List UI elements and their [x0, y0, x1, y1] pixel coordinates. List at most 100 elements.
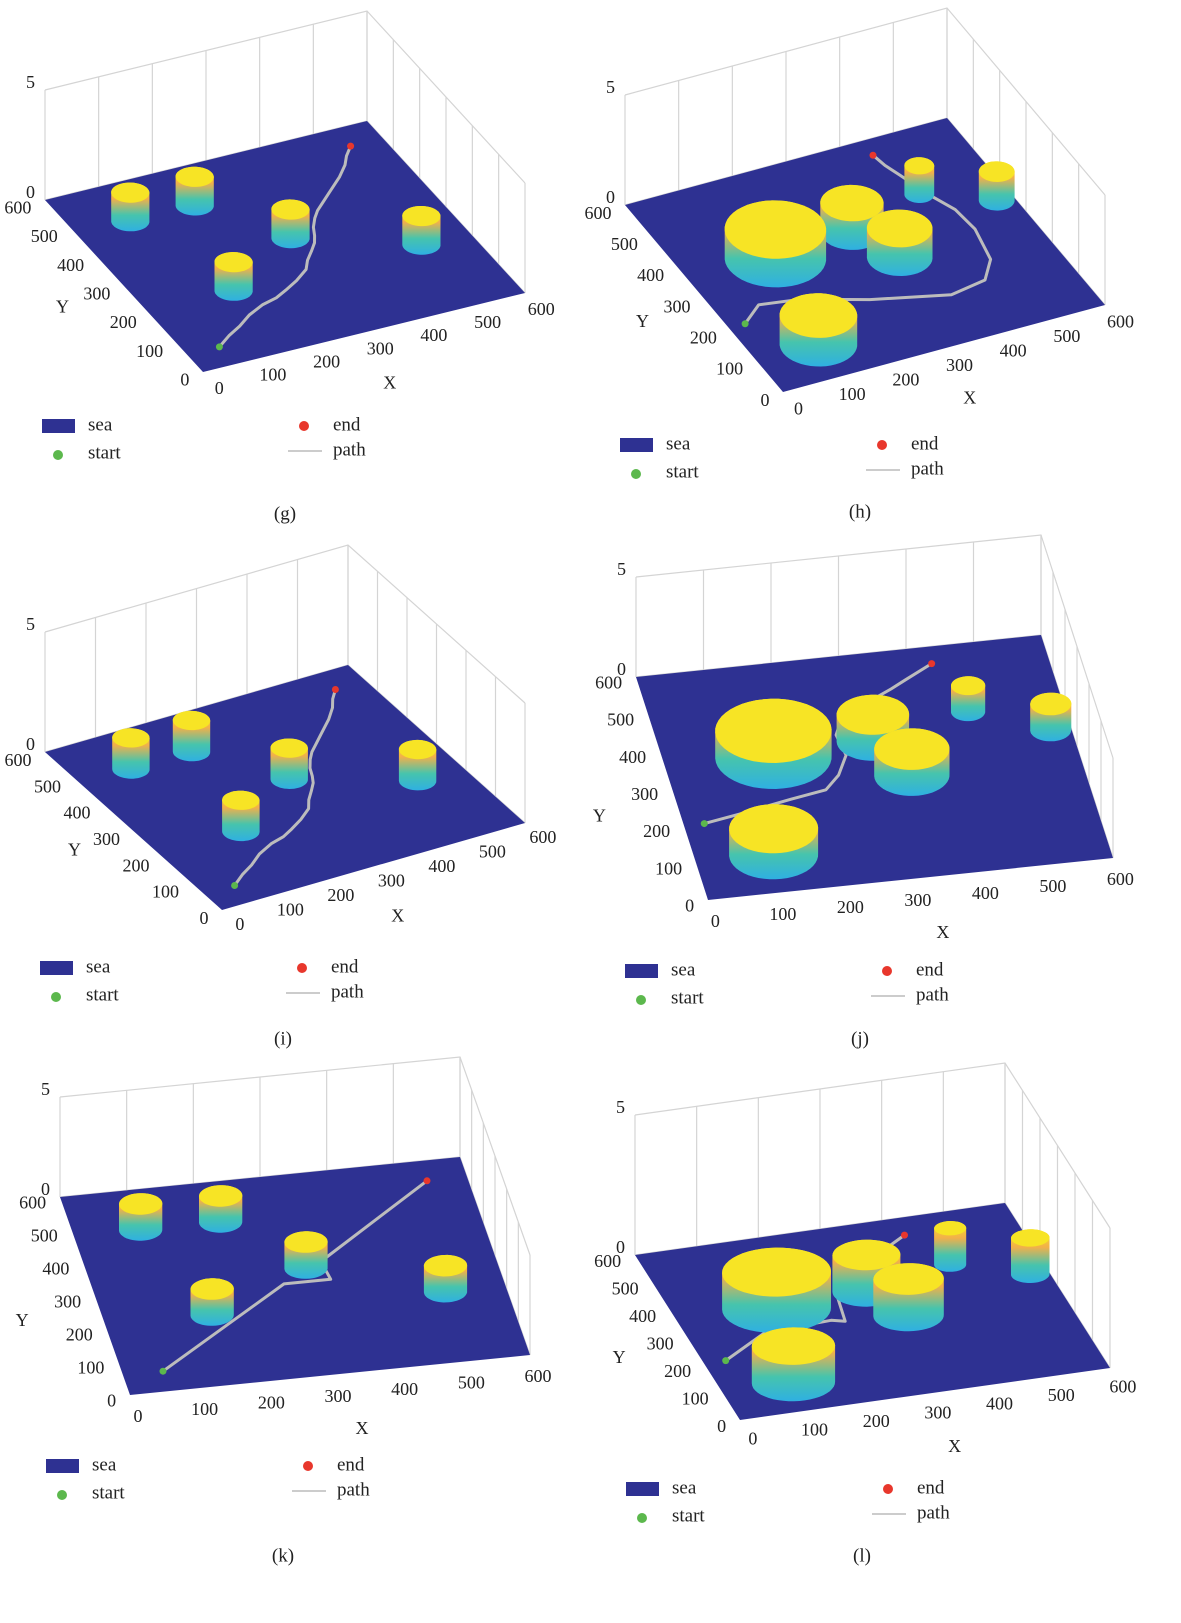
y-tick-label: 100: [152, 882, 179, 902]
x-tick-label: 100: [259, 365, 286, 385]
y-tick-label: 200: [690, 327, 717, 347]
x-tick-label: 300: [924, 1402, 951, 1422]
y-tick-label: 0: [200, 908, 209, 928]
z-tick-label: 0: [26, 182, 35, 202]
y-tick-label: 500: [31, 1226, 58, 1246]
legend-label: start: [86, 984, 119, 1005]
x-tick-label: 100: [839, 384, 866, 404]
y-tick-label: 0: [685, 896, 694, 916]
legend-label: end: [337, 1454, 365, 1475]
obstacle-top: [112, 728, 149, 747]
start-point: [742, 320, 749, 327]
z-tick-label: 5: [26, 72, 35, 92]
panel-caption: (l): [853, 1545, 871, 1566]
x-tick-label: 600: [524, 1366, 551, 1386]
z-tick-label: 0: [606, 187, 615, 207]
obstacle-top: [837, 695, 910, 735]
grid-line: [635, 1063, 1110, 1228]
x-tick-label: 0: [133, 1406, 142, 1426]
y-axis-label: Y: [16, 1310, 29, 1330]
legend-label: path: [337, 1479, 370, 1500]
obstacle-top: [951, 676, 985, 695]
legend-label: start: [88, 442, 121, 463]
x-tick-label: 500: [1048, 1385, 1075, 1405]
x-tick-label: 0: [235, 914, 244, 934]
y-tick-label: 500: [612, 1279, 639, 1299]
z-tick-label: 5: [606, 77, 615, 97]
legend-label: start: [666, 461, 699, 482]
panel: 0100200300400500600010020030040050060005…: [584, 8, 1134, 522]
legend-label: end: [917, 1477, 945, 1498]
obstacle-top: [173, 711, 210, 730]
y-tick-label: 500: [31, 226, 58, 246]
legend-label: path: [331, 981, 364, 1002]
obstacle-top: [1030, 693, 1071, 716]
legend: seastartendpath: [42, 414, 366, 463]
x-axis-label: X: [963, 388, 976, 408]
legend: seastartendpath: [46, 1454, 370, 1503]
x-tick-label: 300: [904, 890, 931, 910]
y-tick-label: 0: [107, 1391, 116, 1411]
x-tick-label: 300: [946, 355, 973, 375]
end-point: [332, 686, 339, 693]
y-tick-label: 400: [637, 265, 664, 285]
legend: seastartendpath: [620, 433, 944, 482]
y-tick-label: 0: [180, 369, 189, 389]
legend-label: sea: [671, 959, 696, 980]
panel: 0100200300400500600010020030040050060005…: [4, 11, 554, 524]
y-tick-label: 300: [93, 829, 120, 849]
x-tick-label: 500: [479, 842, 506, 862]
legend-marker: [303, 1461, 313, 1471]
x-tick-label: 600: [528, 299, 555, 319]
y-tick-label: 100: [136, 341, 163, 361]
x-tick-label: 400: [420, 325, 447, 345]
x-axis-label: X: [391, 906, 404, 926]
x-tick-label: 600: [1107, 869, 1134, 889]
y-tick-label: 200: [123, 855, 150, 875]
legend-swatch: [40, 961, 73, 975]
panel: 0100200300400500600010020030040050060005…: [16, 1057, 552, 1566]
legend-marker: [57, 1490, 67, 1500]
legend-label: end: [331, 956, 359, 977]
legend-marker: [53, 450, 63, 460]
x-tick-label: 0: [794, 398, 803, 418]
x-tick-label: 100: [277, 900, 304, 920]
y-tick-label: 400: [42, 1259, 69, 1279]
end-point: [424, 1177, 431, 1184]
z-tick-label: 0: [26, 734, 35, 754]
y-tick-label: 100: [77, 1358, 104, 1378]
z-tick-label: 5: [617, 559, 626, 579]
y-tick-label: 0: [717, 1416, 726, 1436]
start-point: [722, 1357, 729, 1364]
x-tick-label: 400: [428, 856, 455, 876]
start-point: [216, 343, 223, 350]
x-tick-label: 400: [986, 1394, 1013, 1414]
legend-marker: [636, 995, 646, 1005]
y-tick-label: 400: [619, 747, 646, 767]
start-point: [231, 882, 238, 889]
end-point: [901, 1232, 908, 1239]
grid-line: [45, 545, 525, 703]
legend-label: path: [916, 984, 949, 1005]
x-tick-label: 300: [367, 338, 394, 358]
x-tick-label: 500: [474, 312, 501, 332]
y-tick-label: 400: [629, 1306, 656, 1326]
x-tick-label: 200: [313, 351, 340, 371]
legend-label: start: [672, 1505, 705, 1526]
legend-label: path: [917, 1502, 950, 1523]
legend: seastartendpath: [625, 959, 949, 1008]
y-tick-label: 300: [663, 296, 690, 316]
end-point: [869, 152, 876, 159]
y-tick-label: 500: [607, 710, 634, 730]
legend-swatch: [620, 438, 653, 452]
panel-caption: (j): [851, 1028, 869, 1049]
x-tick-label: 200: [892, 369, 919, 389]
legend-label: start: [671, 987, 704, 1008]
legend-marker: [631, 469, 641, 479]
x-tick-label: 100: [801, 1420, 828, 1440]
y-tick-label: 200: [643, 821, 670, 841]
